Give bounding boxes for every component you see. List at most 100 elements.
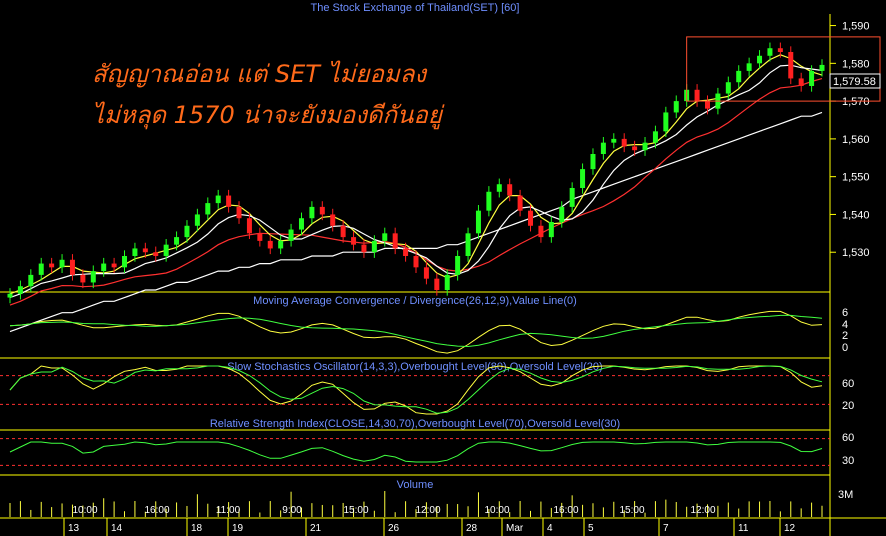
candle-body [194,214,200,226]
candle-body [392,233,398,249]
candle-body [340,225,346,238]
annotation-line1: สัญญาณอ่อน แต่ SET ไม่ยอมลง [92,60,428,88]
candle-body [590,154,596,170]
candle-body [798,78,804,86]
candle-body [725,82,731,94]
candle-body [788,52,794,79]
time-label: 12:00 [690,505,715,516]
candle-body [184,225,190,238]
candle-body [434,278,440,290]
time-label: 9:00 [282,505,302,516]
rsi-title: Relative Strength Index(CLOSE,14,30,70),… [210,418,620,430]
candle-body [215,195,221,204]
candle-body [736,70,742,83]
price-tick-label: 1,590 [842,21,870,33]
candle-body [580,169,586,188]
chart-title: The Stock Exchange of Thailand(SET) [60] [311,2,520,14]
time-label: 11:00 [216,505,241,516]
macd-signal-line [9,314,823,348]
candle-body [569,188,575,207]
highlight-box [686,36,881,102]
candles [7,42,825,304]
candle-body [330,214,336,226]
date-label: 14 [111,523,123,534]
candle-body [49,263,55,268]
candle-body [122,256,128,268]
candle-body [538,225,544,238]
date-label: 13 [68,523,80,534]
candle-body [382,233,388,241]
candle-body [663,112,669,132]
candle-body [132,248,138,256]
candle-body [257,233,263,241]
price-tick-label: 1,560 [842,134,870,146]
price-tick-label: 1,540 [842,209,870,221]
rsi-tick-label: 60 [842,432,854,444]
candle-body [142,248,148,253]
candle-body [444,274,450,290]
candle-body [642,142,648,151]
date-label: 5 [588,523,594,534]
candle-body [600,142,606,154]
candle-body [288,229,294,241]
macd-tick-label: 6 [842,307,848,319]
time-label: 10:00 [72,505,97,516]
candle-body [496,184,502,192]
candle-body [153,252,159,256]
candle-body [80,274,86,283]
date-label: 28 [466,523,478,534]
stoch-tick-label: 20 [842,400,854,412]
stoch-axis: 60 20 [842,378,854,412]
candle-body [486,191,492,211]
candle-body [101,263,107,272]
candle-body [174,237,180,245]
date-label: 26 [388,523,400,534]
candle-body [652,131,658,143]
candle-body [403,248,409,256]
candle-body [465,233,471,256]
candle-body [226,195,232,207]
stoch-tick-label: 60 [842,378,854,390]
candle-body [413,256,419,268]
volume-axis-label: 3M [838,489,853,501]
candle-body [517,195,523,211]
candle-body [611,138,617,143]
candle-body [90,271,96,283]
date-label: 19 [232,523,244,534]
candle-body [267,240,273,249]
rsi-tick-label: 30 [842,455,854,467]
rsi-line [9,441,823,463]
time-label: 10:00 [484,505,509,516]
time-label: 15:00 [619,505,644,516]
candle-body [298,218,304,230]
candle-body [351,237,357,245]
date-axis: 13 14 18 19 21 26 28 Mar 4 5 7 11 12 [63,518,796,536]
candle-body [423,267,429,279]
candle-body [757,55,763,64]
candle-body [704,101,710,109]
candle-body [632,146,638,151]
candle-body [548,222,554,238]
date-label: 11 [738,523,749,534]
stoch-d-line [9,365,823,414]
candle-body [507,184,513,196]
volume-bars [9,491,823,517]
candle-body [278,240,284,249]
candle-body [69,259,75,275]
macd-lines [9,310,823,354]
macd-tick-label: 4 [842,319,848,331]
candle-body [767,48,773,56]
price-axis: 1,530 1,540 1,550 1,560 1,570 1,580 1,590 [830,21,870,259]
moving-averages [9,54,823,333]
time-label: 16:00 [144,505,169,516]
annotation-line2: ไม่หลุด 1570 น่าจะยังมองดีกันอยู่ [92,101,445,130]
candle-body [319,206,325,215]
candle-body [7,293,13,298]
date-label: 21 [310,523,322,534]
candle-body [621,138,627,147]
candle-body [309,206,315,219]
candle-body [371,240,377,253]
macd-line [9,310,823,354]
